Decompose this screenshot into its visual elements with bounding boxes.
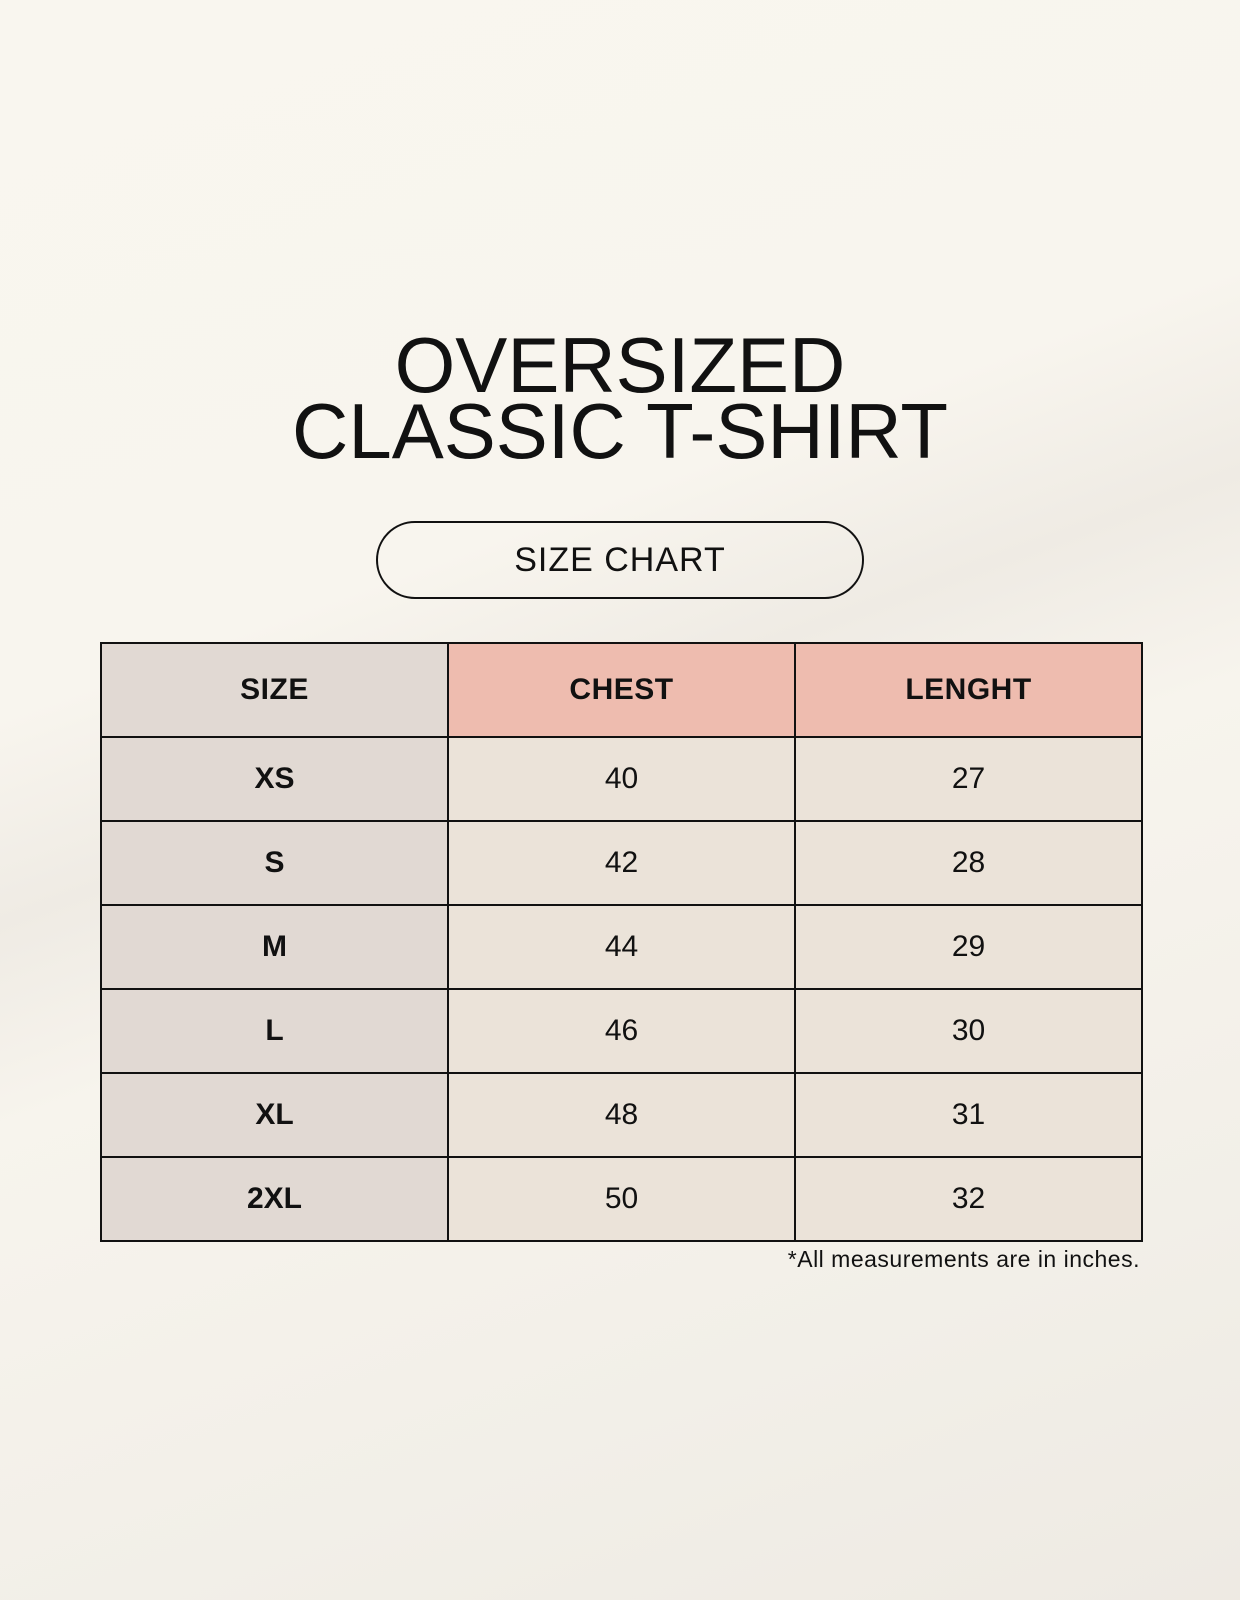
table-row: S 42 28 [100,820,1143,906]
length-cell: 28 [794,820,1143,906]
chest-cell: 44 [447,904,796,990]
length-cell: 27 [794,736,1143,822]
table-header-row: SIZE CHEST LENGHT [100,642,1143,738]
chest-cell: 42 [447,820,796,906]
size-cell: M [100,904,449,990]
table-row: XS 40 27 [100,736,1143,822]
header-size: SIZE [100,642,449,738]
size-chart-badge: SIZE CHART [376,521,864,599]
length-cell: 31 [794,1072,1143,1158]
size-cell: XL [100,1072,449,1158]
title-line-2: CLASSIC T-SHIRT [292,387,948,475]
size-cell: 2XL [100,1156,449,1242]
title-line-1: OVERSIZED [394,321,846,409]
size-table: SIZE CHEST LENGHT XS 40 27 S 42 28 M 44 29 L 46 30 X… [100,642,1143,1242]
table-row: L 46 30 [100,988,1143,1074]
table-row: XL 48 31 [100,1072,1143,1158]
length-cell: 30 [794,988,1143,1074]
table-row: 2XL 50 32 [100,1156,1143,1242]
chest-cell: 48 [447,1072,796,1158]
size-cell: XS [100,736,449,822]
chest-cell: 50 [447,1156,796,1242]
length-cell: 29 [794,904,1143,990]
footnote: *All measurements are in inches. [787,1246,1140,1272]
size-cell: L [100,988,449,1074]
length-cell: 32 [794,1156,1143,1242]
header-chest: CHEST [447,642,796,738]
size-cell: S [100,820,449,906]
header-length: LENGHT [794,642,1143,738]
page-title: OVERSIZED CLASSIC T-SHIRT [0,321,1240,475]
table-row: M 44 29 [100,904,1143,990]
chest-cell: 40 [447,736,796,822]
chest-cell: 46 [447,988,796,1074]
